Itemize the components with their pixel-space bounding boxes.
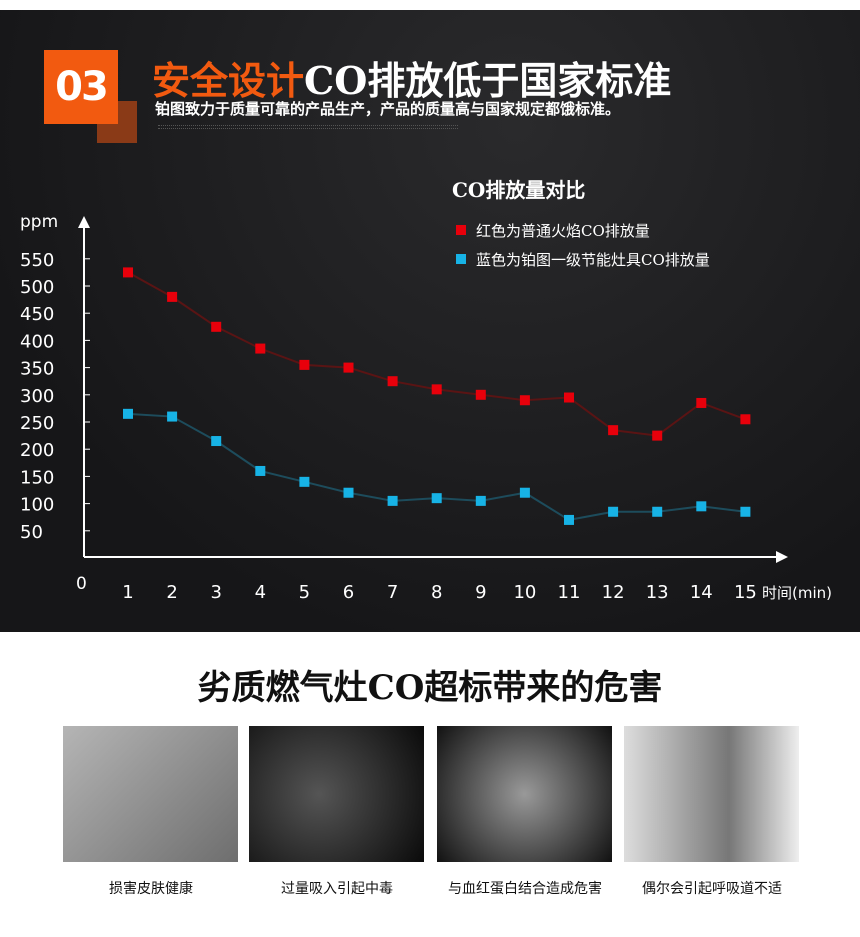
data-point — [431, 493, 442, 504]
data-point — [343, 362, 354, 373]
data-point — [167, 291, 178, 302]
hazard-caption: 与血红蛋白结合造成危害 — [448, 881, 602, 897]
data-point — [740, 414, 751, 425]
legend-label: 蓝色为铂图一级节能灶具CO排放量 — [476, 251, 710, 269]
x-tick-label: 11 — [558, 582, 581, 603]
x-axis-arrow — [776, 551, 788, 563]
data-point — [519, 395, 530, 406]
x-tick-label: 3 — [210, 582, 221, 603]
y-tick-label: 300 — [20, 386, 54, 407]
coughing-man-photo — [624, 726, 799, 862]
data-point — [475, 389, 486, 400]
x-tick-label: 15 — [734, 582, 757, 603]
x-tick-label: 12 — [602, 582, 625, 603]
y-tick-label: 100 — [20, 495, 54, 516]
x-axis-label: 时间(min) — [762, 584, 832, 602]
data-point — [255, 465, 266, 476]
section-title: 安全设计CO排放低于国家标准 — [152, 50, 671, 105]
hazard-caption: 过量吸入引起中毒 — [281, 881, 393, 897]
legend-marker — [456, 225, 466, 235]
legend-label: 红色为普通火焰CO排放量 — [476, 222, 650, 240]
hazards-title: 劣质燃气灶CO超标带来的危害 — [197, 668, 663, 708]
x-tick-label: 4 — [255, 582, 266, 603]
data-point — [475, 495, 486, 506]
x-tick-label: 6 — [343, 582, 354, 603]
data-point — [343, 487, 354, 498]
title-highlight: 安全设计 — [152, 58, 305, 103]
origin-label: 0 — [76, 574, 87, 594]
x-tick-label: 10 — [513, 582, 536, 603]
co-section: 03 安全设计CO排放低于国家标准 铂图致力于质量可靠的产品生产，产品的质量高与… — [0, 0, 860, 632]
x-tick-label: 1 — [122, 582, 133, 603]
x-tick-label: 9 — [475, 582, 486, 603]
hazard-caption: 偶尔会引起呼吸道不适 — [642, 881, 782, 897]
y-axis-label: ppm — [20, 212, 58, 232]
section-subtitle: 铂图致力于质量可靠的产品生产，产品的质量高与国家规定都饿标准。 — [155, 100, 621, 118]
blood-vessel-render — [437, 726, 612, 862]
legend-marker — [456, 254, 466, 264]
y-tick-label: 500 — [20, 277, 54, 298]
y-tick-label: 50 — [20, 522, 43, 543]
x-tick-label: 13 — [646, 582, 669, 603]
chart-title: CO排放量对比 — [452, 178, 585, 202]
data-point — [740, 506, 751, 517]
section-number-badge: 03 — [44, 50, 118, 124]
data-point — [608, 506, 619, 517]
data-point — [255, 343, 266, 354]
data-point — [299, 359, 310, 370]
x-tick-label: 7 — [387, 582, 398, 603]
data-point — [211, 436, 222, 447]
x-tick-label: 5 — [299, 582, 310, 603]
y-tick-label: 150 — [20, 467, 54, 488]
data-point — [696, 501, 707, 512]
y-tick-label: 550 — [20, 250, 54, 271]
x-tick-label: 14 — [690, 582, 713, 603]
y-axis-arrow — [78, 216, 90, 228]
title-rest: CO排放低于国家标准 — [304, 58, 672, 103]
data-point — [299, 476, 310, 487]
data-point — [564, 392, 574, 403]
y-tick-label: 450 — [20, 304, 54, 325]
data-point — [167, 411, 178, 422]
data-point — [696, 397, 707, 408]
data-point — [652, 430, 663, 441]
data-point — [387, 376, 398, 387]
data-point — [652, 506, 663, 517]
y-tick-label: 200 — [20, 440, 54, 461]
data-point — [211, 321, 222, 332]
x-tick-label: 8 — [431, 582, 442, 603]
data-point — [387, 495, 398, 506]
series-line — [127, 271, 746, 437]
data-point — [123, 408, 133, 419]
y-tick-label: 350 — [20, 359, 54, 380]
y-tick-label: 400 — [20, 331, 54, 352]
hazard-caption: 损害皮肤健康 — [109, 881, 193, 897]
data-point — [431, 384, 442, 395]
data-point — [608, 425, 619, 436]
data-point — [123, 267, 133, 278]
y-tick-label: 250 — [20, 413, 54, 434]
series-line — [127, 412, 746, 521]
respiratory-xray — [249, 726, 424, 862]
decorative-fine-text — [158, 125, 458, 129]
x-tick-label: 2 — [166, 582, 177, 603]
co-emission-chart: ppm 0 时间(min) 50 100 150 200 250 300 350 400 450 500… — [20, 178, 832, 603]
skin-photo — [63, 726, 238, 862]
data-point — [564, 514, 574, 525]
data-point — [519, 487, 530, 498]
